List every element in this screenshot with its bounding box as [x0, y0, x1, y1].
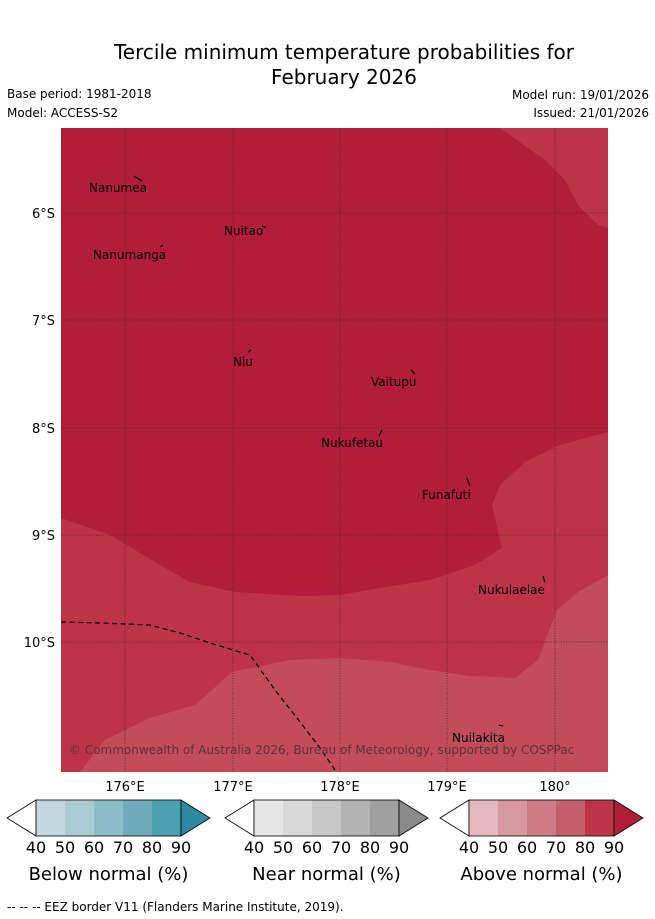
issued-date: Issued: 21/01/2026 — [533, 106, 649, 120]
base-period: Base period: 1981-2018 — [7, 87, 152, 101]
colorbar-segment — [36, 800, 65, 836]
island-label: Nuilakita — [452, 731, 505, 745]
graticule — [61, 128, 608, 772]
island-label: Funafuti — [422, 488, 471, 502]
colorbar-segment — [312, 800, 341, 836]
eez-footnote: -- -- -- EEZ border V11 (Flanders Marine… — [7, 900, 344, 914]
lon-tick-label: 177°E — [213, 780, 253, 795]
lat-tick-label: 8°S — [32, 422, 55, 437]
colorbar-tick-label: 80 — [574, 838, 596, 857]
colorbar-label: Near normal (%) — [252, 864, 401, 885]
colorbar-segment — [585, 800, 614, 836]
colorbar-extend-low — [224, 799, 255, 837]
island-shape — [410, 369, 416, 375]
chart-title: Tercile minimum temperature probabilitie… — [0, 40, 655, 90]
colorbar-segment — [370, 800, 399, 836]
island-label: Nuitao — [224, 224, 263, 238]
colorbars — [6, 799, 644, 837]
colorbar-tick-label: 80 — [141, 838, 163, 857]
colorbar-extend-high — [613, 799, 644, 837]
island-shape — [542, 575, 546, 583]
colorbar-tick-label: 90 — [603, 838, 625, 857]
island-shape — [378, 429, 383, 437]
colorbar-segment — [498, 800, 527, 836]
region-light-south — [80, 575, 608, 772]
lon-tick-label: 176°E — [105, 780, 145, 795]
island-label: Nukulaelae — [478, 583, 545, 597]
colorbar-tick-label: 80 — [359, 838, 381, 857]
island-shape — [498, 724, 504, 727]
probability-fill — [61, 128, 608, 772]
colorbar-segment — [123, 800, 152, 836]
colorbar-segment — [283, 800, 312, 836]
island-shape — [261, 225, 267, 229]
colorbar-tick-label: 50 — [272, 838, 294, 857]
colorbar-tick-label: 70 — [330, 838, 352, 857]
model-run: Model run: 19/01/2026 — [511, 88, 649, 102]
colorbar-segment — [254, 800, 283, 836]
colorbar-tick-label: 70 — [545, 838, 567, 857]
colorbar-segment — [152, 800, 181, 836]
island-shape — [466, 477, 471, 487]
eez-border-line — [60, 621, 336, 771]
colorbar-tick-label: 70 — [112, 838, 134, 857]
colorbar-extend-high — [180, 799, 211, 837]
title-line-2: February 2026 — [271, 65, 417, 89]
title-line-1: Tercile minimum temperature probabilitie… — [113, 40, 575, 64]
colorbar-extend-low — [6, 799, 37, 837]
island-shape — [133, 175, 143, 182]
lat-tick-label: 9°S — [32, 529, 55, 544]
island-label: Nukufetau — [321, 436, 383, 450]
colorbar-tick-label: 60 — [516, 838, 538, 857]
island-shape — [247, 349, 252, 353]
latitude-labels: 6°S 7°S 8°S 9°S 10°S — [24, 207, 55, 651]
colorbar-tick-label: 90 — [388, 838, 410, 857]
colorbar-label: Above normal (%) — [460, 864, 623, 885]
colorbar-label: Below normal (%) — [28, 864, 189, 885]
island-labels: Nanumea Nuitao Nanumanga Niu Vaitupu Nukufeta… — [89, 175, 546, 745]
lat-tick-label: 7°S — [32, 314, 55, 329]
colorbar-extend-low — [439, 799, 470, 837]
colorbar-tick-label: 40 — [458, 838, 480, 857]
model-name: Model: ACCESS-S2 — [7, 106, 119, 120]
island-label: Vaitupu — [371, 375, 417, 389]
colorbar-extend-high — [398, 799, 429, 837]
colorbar-tick-label: 50 — [487, 838, 509, 857]
colorbar-tick-label: 60 — [301, 838, 323, 857]
island-shape — [159, 244, 164, 248]
colorbar-tick-label: 50 — [54, 838, 76, 857]
colorbar-tick-label: 40 — [25, 838, 47, 857]
region-mid-northeast — [500, 128, 608, 228]
lon-tick-label: 179°E — [427, 780, 467, 795]
colorbar-segment — [527, 800, 556, 836]
longitude-labels: 176°E 177°E 178°E 179°E 180° — [105, 780, 570, 795]
colorbar-segment — [65, 800, 94, 836]
colorbar-segment — [469, 800, 498, 836]
colorbar-segment — [94, 800, 123, 836]
lon-tick-label: 180° — [539, 780, 570, 795]
colorbar-segment — [341, 800, 370, 836]
colorbar-tick-label: 60 — [83, 838, 105, 857]
colorbar-tick-label: 40 — [243, 838, 265, 857]
lon-tick-label: 178°E — [320, 780, 360, 795]
lat-tick-label: 6°S — [32, 207, 55, 222]
colorbar-tick-label: 90 — [170, 838, 192, 857]
colorbar-segment — [556, 800, 585, 836]
lat-tick-label: 10°S — [24, 636, 55, 651]
island-label: Niu — [233, 355, 253, 369]
island-label: Nanumanga — [93, 248, 166, 262]
copyright-text: © Commonwealth of Australia 2026, Bureau… — [69, 743, 574, 757]
island-label: Nanumea — [89, 181, 147, 195]
